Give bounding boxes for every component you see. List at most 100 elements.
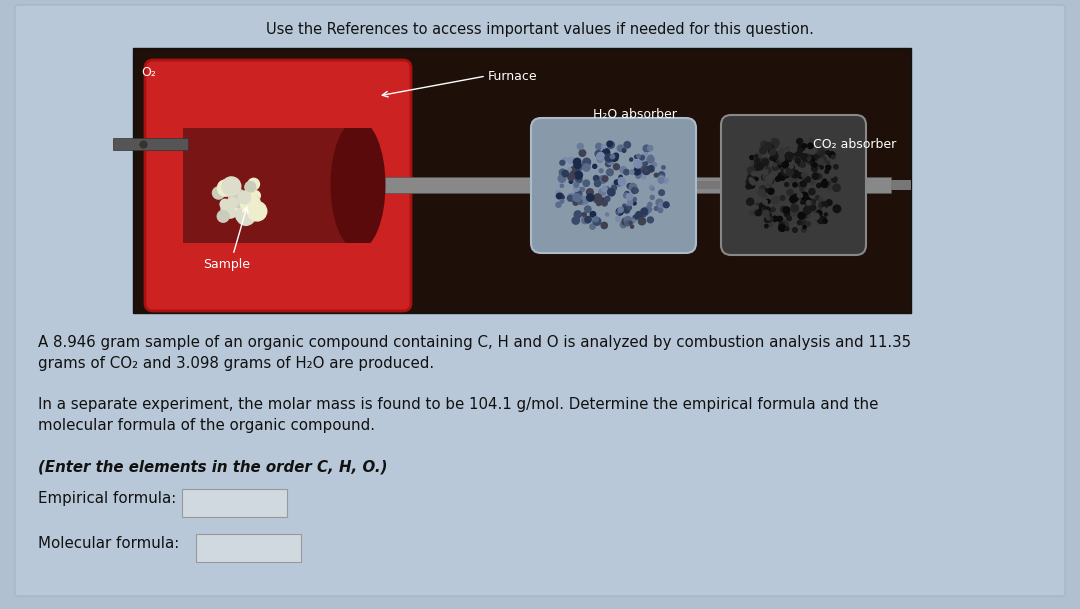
- Circle shape: [768, 182, 772, 186]
- Circle shape: [640, 208, 648, 215]
- Circle shape: [659, 190, 664, 195]
- Circle shape: [809, 189, 815, 195]
- Circle shape: [798, 182, 804, 188]
- Circle shape: [757, 181, 761, 185]
- Circle shape: [821, 180, 828, 188]
- Circle shape: [801, 213, 808, 219]
- Circle shape: [616, 216, 621, 222]
- Circle shape: [766, 176, 772, 183]
- Circle shape: [618, 207, 623, 213]
- Circle shape: [792, 194, 799, 201]
- Circle shape: [663, 202, 670, 208]
- Circle shape: [607, 169, 613, 175]
- Circle shape: [617, 208, 623, 215]
- Circle shape: [811, 163, 814, 166]
- Text: Furnace: Furnace: [488, 70, 538, 83]
- Circle shape: [630, 170, 634, 174]
- Circle shape: [779, 225, 785, 231]
- FancyBboxPatch shape: [183, 489, 287, 517]
- Circle shape: [238, 191, 251, 203]
- Circle shape: [826, 161, 829, 164]
- FancyBboxPatch shape: [148, 63, 399, 128]
- Circle shape: [649, 167, 653, 172]
- Circle shape: [820, 150, 825, 155]
- Circle shape: [815, 210, 822, 217]
- Circle shape: [818, 158, 824, 164]
- Circle shape: [765, 143, 772, 150]
- Circle shape: [762, 200, 768, 205]
- Circle shape: [797, 138, 802, 144]
- Circle shape: [800, 192, 808, 200]
- Circle shape: [788, 172, 792, 175]
- Text: A 8.946 gram sample of an organic compound containing C, H and O is analyzed by : A 8.946 gram sample of an organic compou…: [38, 335, 912, 371]
- Circle shape: [568, 157, 575, 163]
- Circle shape: [663, 178, 669, 183]
- Circle shape: [573, 200, 578, 205]
- Circle shape: [608, 189, 615, 196]
- Circle shape: [572, 166, 580, 173]
- Circle shape: [598, 189, 606, 196]
- Circle shape: [771, 196, 780, 204]
- Circle shape: [642, 163, 646, 167]
- Circle shape: [561, 195, 564, 199]
- Circle shape: [798, 173, 804, 178]
- Circle shape: [765, 213, 768, 217]
- Circle shape: [822, 208, 826, 211]
- Circle shape: [632, 188, 637, 194]
- Circle shape: [648, 155, 652, 160]
- Circle shape: [784, 169, 788, 174]
- Circle shape: [806, 157, 813, 164]
- Circle shape: [750, 180, 755, 185]
- Circle shape: [818, 162, 822, 166]
- Circle shape: [820, 166, 823, 169]
- Circle shape: [594, 175, 599, 181]
- Circle shape: [593, 217, 600, 225]
- Circle shape: [217, 210, 229, 222]
- Circle shape: [789, 149, 796, 155]
- Circle shape: [603, 149, 610, 156]
- Circle shape: [569, 177, 575, 183]
- FancyBboxPatch shape: [15, 5, 1065, 596]
- Circle shape: [828, 152, 835, 158]
- Circle shape: [613, 164, 619, 170]
- Circle shape: [617, 211, 620, 214]
- Circle shape: [634, 160, 642, 168]
- Circle shape: [758, 189, 765, 196]
- Circle shape: [658, 177, 664, 183]
- Circle shape: [619, 178, 625, 185]
- Circle shape: [622, 218, 626, 222]
- Circle shape: [754, 210, 760, 216]
- Circle shape: [634, 188, 638, 193]
- Circle shape: [810, 146, 816, 153]
- Circle shape: [752, 160, 758, 166]
- Circle shape: [632, 220, 635, 223]
- Circle shape: [759, 203, 765, 209]
- Circle shape: [805, 176, 808, 180]
- Circle shape: [756, 210, 761, 216]
- Circle shape: [785, 152, 793, 160]
- Circle shape: [818, 216, 825, 224]
- Bar: [813, 181, 843, 189]
- Circle shape: [654, 206, 658, 210]
- Circle shape: [619, 175, 622, 178]
- Circle shape: [765, 167, 771, 174]
- Circle shape: [229, 189, 246, 207]
- Circle shape: [645, 167, 649, 172]
- Circle shape: [624, 169, 629, 175]
- Circle shape: [597, 152, 605, 160]
- Circle shape: [582, 164, 586, 168]
- Circle shape: [612, 183, 616, 186]
- Circle shape: [648, 202, 652, 206]
- Circle shape: [659, 175, 664, 181]
- Circle shape: [644, 153, 648, 157]
- Circle shape: [783, 207, 789, 213]
- Circle shape: [792, 209, 799, 216]
- Circle shape: [624, 192, 630, 196]
- Circle shape: [220, 199, 230, 209]
- Circle shape: [785, 155, 792, 161]
- Circle shape: [631, 225, 634, 228]
- Circle shape: [772, 164, 778, 171]
- Bar: [133, 48, 912, 313]
- Circle shape: [826, 150, 829, 155]
- Circle shape: [771, 155, 778, 161]
